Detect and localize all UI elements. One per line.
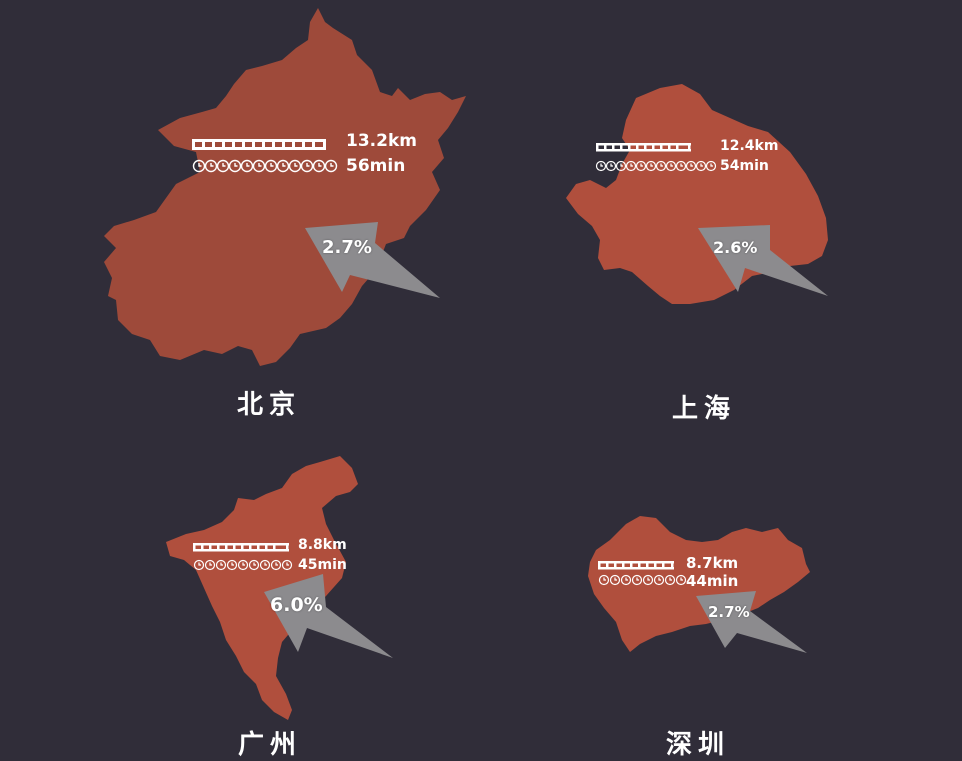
- clock-icon: [300, 159, 314, 173]
- clock-icon: [215, 559, 227, 571]
- clock-icon: [276, 159, 290, 173]
- clock-icon: [625, 160, 637, 172]
- beijing-map-shape: [104, 8, 466, 366]
- clock-icon: [270, 559, 282, 571]
- clock-icon: [665, 160, 677, 172]
- shanghai-percent: 2.6%: [713, 238, 758, 257]
- city-panel-shanghai: 12.4km 54min 2.6% 上海: [566, 84, 828, 424]
- shanghai-city-name: 上海: [672, 394, 737, 424]
- clock-icon: [216, 159, 230, 173]
- clock-icon: [605, 160, 617, 172]
- clock-icon: [595, 160, 607, 172]
- clock-icon: [695, 160, 707, 172]
- clock-icon: [645, 160, 657, 172]
- clock-icon: [312, 159, 326, 173]
- shenzhen-distance: 8.7km: [686, 554, 739, 572]
- clock-icon: [228, 159, 242, 173]
- shanghai-map-shape: [566, 84, 828, 304]
- clock-icon: [685, 160, 697, 172]
- clock-icon: [705, 160, 717, 172]
- clock-icon: [259, 559, 271, 571]
- clock-icon: [204, 159, 218, 173]
- guangzhou-distance: 8.8km: [298, 537, 347, 553]
- clock-icon: [609, 574, 621, 586]
- clock-icon: [635, 160, 647, 172]
- rail-track-icon: [192, 139, 326, 150]
- shanghai-rail-icon: [596, 143, 691, 152]
- clock-icon: [620, 574, 632, 586]
- clock-icon: [664, 574, 676, 586]
- clock-icon: [192, 159, 206, 173]
- guangzhou-city-name: 广州: [238, 730, 303, 760]
- clock-icon: [675, 574, 687, 586]
- shanghai-distance: 12.4km: [720, 138, 779, 154]
- shenzhen-clock-icons: [598, 574, 687, 586]
- guangzhou-outline: [166, 456, 358, 720]
- clock-icon: [631, 574, 643, 586]
- guangzhou-map-shape: [166, 456, 393, 720]
- beijing-rail-icon: [192, 139, 326, 150]
- clock-icon: [615, 160, 627, 172]
- clock-icon: [193, 559, 205, 571]
- clock-icon: [675, 160, 687, 172]
- shenzhen-percent: 2.7%: [708, 603, 750, 621]
- clock-icon: [204, 559, 216, 571]
- guangzhou-rail-icon: [193, 543, 289, 552]
- guangzhou-arrow: [264, 574, 393, 658]
- clock-icon: [598, 574, 610, 586]
- beijing-percent: 2.7%: [322, 237, 372, 258]
- clock-icon: [226, 559, 238, 571]
- shenzhen-outline: [588, 516, 810, 652]
- shenzhen-city-name: 深圳: [666, 730, 731, 760]
- rail-track-icon: [598, 561, 674, 570]
- beijing-outline: [104, 8, 466, 366]
- beijing-distance: 13.2km: [346, 131, 417, 151]
- beijing-city-name: 北京: [237, 390, 302, 420]
- beijing-clock-icons: [192, 159, 338, 173]
- clock-icon: [252, 159, 266, 173]
- clock-icon: [288, 159, 302, 173]
- clock-icon: [237, 559, 249, 571]
- clock-icon: [655, 160, 667, 172]
- shanghai-time: 54min: [720, 158, 769, 174]
- city-panel-guangzhou: 8.8km 45min 6.0% 广州: [0, 0, 480, 760]
- beijing-arrow: [305, 222, 440, 298]
- clock-icon: [264, 159, 278, 173]
- city-panel-beijing: 13.2km 56min 2.7% 北京: [0, 0, 480, 430]
- guangzhou-clock-icons: [193, 559, 293, 571]
- guangzhou-percent: 6.0%: [270, 594, 323, 616]
- clock-icon: [281, 559, 293, 571]
- rail-track-icon: [193, 543, 289, 552]
- shanghai-arrow: [698, 225, 828, 296]
- clock-icon: [642, 574, 654, 586]
- beijing-time: 56min: [346, 156, 406, 176]
- clock-icon: [248, 559, 260, 571]
- clock-icon: [653, 574, 665, 586]
- shenzhen-time: 44min: [686, 572, 739, 590]
- clock-icon: [240, 159, 254, 173]
- shanghai-clock-icons: [595, 160, 717, 172]
- clock-icon: [324, 159, 338, 173]
- rail-track-icon: [596, 143, 691, 152]
- shenzhen-arrow: [696, 591, 807, 653]
- shenzhen-rail-icon: [598, 561, 674, 570]
- guangzhou-time: 45min: [298, 557, 347, 573]
